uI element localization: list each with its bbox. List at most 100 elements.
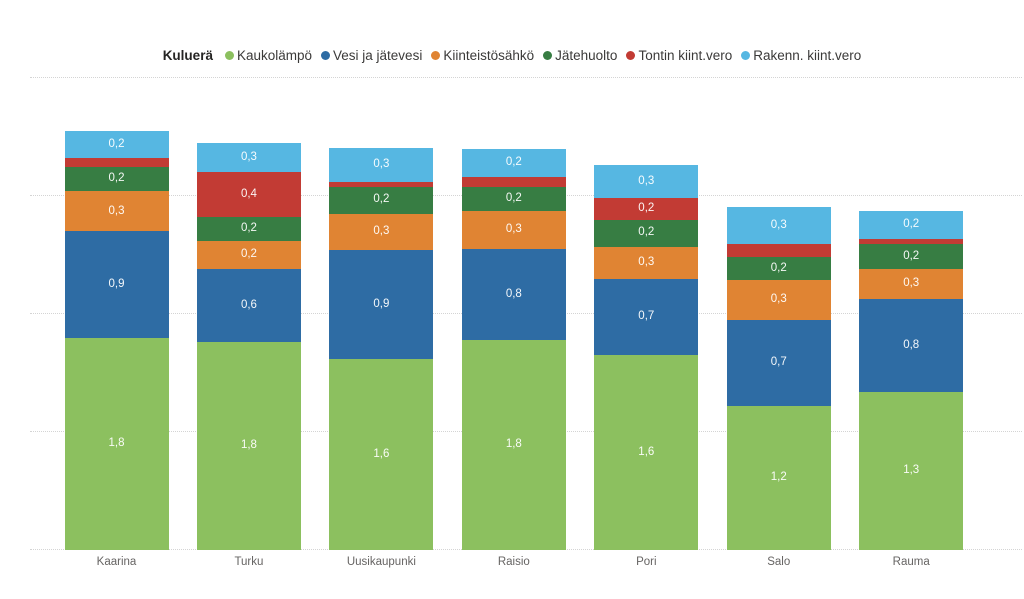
- bar-segment[interactable]: 0,2: [64, 131, 169, 159]
- segment-value-label: 0,2: [240, 248, 257, 261]
- bar-segment[interactable]: 0,8: [859, 298, 964, 392]
- segment-value-label: 0,2: [770, 261, 787, 274]
- bar-segment[interactable]: 0,2: [594, 198, 699, 220]
- segment-value-label: 0,2: [240, 222, 257, 235]
- legend-item-label: Rakenn. kiint.vero: [753, 48, 862, 63]
- legend-dot-icon: [224, 51, 234, 60]
- bar-turku: 1,8 0,6 0,2 0,2 0,4 0,3: [196, 142, 301, 550]
- segment-value-label: 0,2: [505, 156, 522, 169]
- bar-segment[interactable]: 1,8: [461, 339, 566, 550]
- bar-salo: 1,2 0,7 0,3 0,2 0,3: [726, 206, 831, 550]
- segment-value-label: 1,8: [108, 437, 125, 450]
- x-axis-label: Salo: [767, 556, 791, 568]
- bar-segment[interactable]: 0,3: [594, 165, 699, 199]
- segment-value-label: 0,2: [108, 172, 125, 185]
- legend-dot-icon: [321, 51, 331, 60]
- x-axis-label: Rauma: [892, 556, 930, 568]
- segment-value-label: 1,6: [638, 445, 655, 458]
- segment-value-label: 0,7: [770, 356, 787, 369]
- legend-item-label: Kiinteistösähkö: [443, 48, 535, 63]
- bar-rauma: 1,3 0,8 0,3 0,2 0,2: [859, 211, 964, 550]
- bar-segment[interactable]: 0,3: [329, 147, 434, 182]
- segment-value-label: 0,3: [638, 175, 655, 188]
- bar-segment[interactable]: 0,2: [329, 186, 434, 214]
- legend-dot-icon: [626, 51, 636, 60]
- bar-segment[interactable]: 0,2: [859, 244, 964, 270]
- bar-segment[interactable]: [859, 238, 964, 245]
- bar-segment[interactable]: 0,3: [726, 206, 831, 245]
- bar-segment[interactable]: 0,3: [859, 269, 964, 299]
- bar-segment[interactable]: 1,8: [64, 337, 169, 550]
- segment-value-label: 1,8: [240, 439, 257, 452]
- legend-item-1[interactable]: Kaukolämpö: [224, 48, 312, 63]
- bar-uusikaupunki: 1,6 0,9 0,3 0,2 0,3: [329, 147, 434, 550]
- segment-value-label: 0,7: [638, 310, 655, 323]
- segment-value-label: 0,2: [108, 137, 125, 150]
- segment-value-label: 0,6: [240, 299, 257, 311]
- bar-segment[interactable]: [64, 158, 169, 167]
- segment-value-label: 0,3: [505, 223, 522, 236]
- bar-segment[interactable]: 0,2: [594, 219, 699, 247]
- segment-value-label: 0,2: [505, 192, 522, 205]
- segment-value-label: 1,8: [505, 438, 522, 451]
- segment-value-label: 0,4: [240, 188, 257, 201]
- bar-segment[interactable]: 1,2: [726, 406, 831, 550]
- legend-dot-icon: [431, 51, 441, 60]
- x-axis-label: Kaarina: [96, 556, 137, 568]
- x-axis-label: Raisio: [497, 556, 530, 568]
- bar-segment[interactable]: 0,3: [329, 213, 434, 251]
- bar-segment[interactable]: 0,7: [594, 278, 699, 356]
- segment-value-label: 0,3: [770, 218, 787, 231]
- x-axis-label: Pori: [636, 556, 657, 568]
- bar-segment[interactable]: 0,7: [726, 319, 831, 407]
- bar-segment[interactable]: 0,2: [196, 240, 301, 270]
- bar-segment[interactable]: 0,9: [64, 231, 169, 338]
- bar-segment[interactable]: [461, 177, 566, 187]
- segment-value-label: 0,2: [638, 202, 655, 215]
- bar-segment[interactable]: 0,8: [461, 249, 566, 340]
- bar-segment[interactable]: 1,6: [594, 355, 699, 550]
- segment-value-label: 0,3: [373, 158, 390, 171]
- segment-value-label: 0,3: [108, 204, 125, 217]
- segment-value-label: 0,2: [638, 226, 655, 239]
- segment-value-label: 0,3: [770, 293, 787, 306]
- segment-value-label: 0,9: [373, 297, 390, 310]
- bar-segment[interactable]: 0,2: [461, 148, 566, 178]
- segment-value-label: 0,2: [903, 250, 920, 263]
- bar-segment[interactable]: [726, 244, 831, 258]
- x-axis-label: Turku: [234, 556, 264, 568]
- bar-segment[interactable]: 1,3: [859, 391, 964, 550]
- legend-item-label: Tontin kiint.vero: [638, 48, 733, 63]
- segment-value-label: 0,2: [373, 193, 390, 206]
- bar-segment[interactable]: 0,6: [196, 269, 301, 343]
- bar-segment[interactable]: 0,2: [461, 186, 566, 212]
- legend-item-5[interactable]: Tontin kiint.vero: [626, 48, 732, 63]
- segment-value-label: 0,3: [240, 150, 257, 163]
- legend-item-6[interactable]: Rakenn. kiint.vero: [741, 48, 861, 63]
- bar-segment[interactable]: 0,3: [196, 142, 301, 173]
- bar-segment[interactable]: 0,3: [64, 191, 169, 232]
- bar-segment[interactable]: 1,8: [196, 342, 301, 550]
- bar-segment[interactable]: 0,2: [726, 257, 831, 280]
- bar-segment[interactable]: [329, 181, 434, 187]
- bar-segment[interactable]: 0,3: [594, 246, 699, 279]
- bar-segment[interactable]: 0,4: [196, 172, 301, 218]
- bar-kaarina: 1,8 0,9 0,3 0,2 0,2: [64, 131, 169, 550]
- bar-segment[interactable]: 0,2: [196, 217, 301, 241]
- bar-segment[interactable]: 1,6: [329, 358, 434, 550]
- segment-value-label: 1,3: [903, 464, 920, 477]
- legend-item-3[interactable]: Kiinteistösähkö: [431, 48, 534, 63]
- bar-segment[interactable]: 0,9: [329, 250, 434, 359]
- bar-segment[interactable]: 0,3: [726, 279, 831, 320]
- segment-value-label: 0,8: [505, 287, 522, 300]
- bar-segment[interactable]: 0,2: [859, 211, 964, 239]
- legend-item-4[interactable]: Jätehuolto: [543, 48, 617, 63]
- bar-segment[interactable]: 0,3: [461, 211, 566, 250]
- segment-value-label: 1,6: [373, 447, 390, 460]
- bar-segment[interactable]: 0,2: [64, 166, 169, 192]
- legend-dot-icon: [741, 51, 751, 60]
- x-axis-label: Uusikaupunki: [346, 556, 416, 568]
- legend-item-2[interactable]: Vesi ja jätevesi: [321, 48, 422, 63]
